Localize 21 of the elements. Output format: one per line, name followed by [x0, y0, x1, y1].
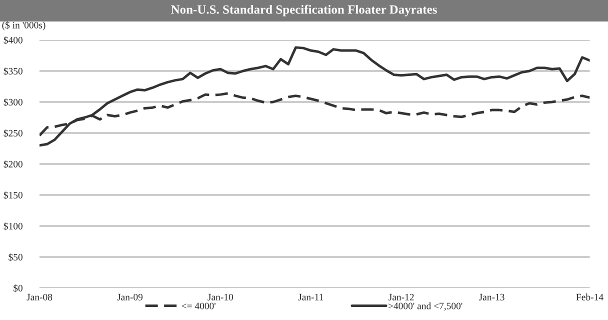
x-tick-label: Jan-09 [117, 294, 143, 300]
y-tick-label: $0 [14, 284, 22, 292]
line-series [40, 46, 590, 147]
y-tick-label: $100 [4, 222, 22, 230]
x-tick-label: Feb-14 [576, 294, 604, 300]
x-tick-label: Jan-13 [479, 294, 504, 300]
y-tick-label: $50 [8, 253, 22, 262]
x-tick-label: Jan-10 [208, 294, 234, 300]
x-tick-label: Jan-08 [26, 294, 52, 300]
y-tick-label: $350 [4, 67, 22, 76]
y-tick-label: $250 [4, 129, 22, 138]
y-axis-title: ($ in '000s) [2, 21, 46, 30]
legend-label: >4000' and <7,500' [388, 302, 462, 311]
legend-label: <= 4000' [182, 302, 216, 310]
y-tick-label: $200 [4, 160, 22, 168]
x-tick-label: Jan-12 [388, 294, 414, 300]
chart-title: Non-U.S. Standard Specification Floater Dayrates [171, 4, 437, 16]
y-tick-label: $300 [4, 98, 22, 106]
y-tick-label: $400 [4, 36, 22, 44]
x-tick-label: Jan-11 [298, 294, 324, 300]
y-tick-label: $150 [4, 191, 22, 200]
